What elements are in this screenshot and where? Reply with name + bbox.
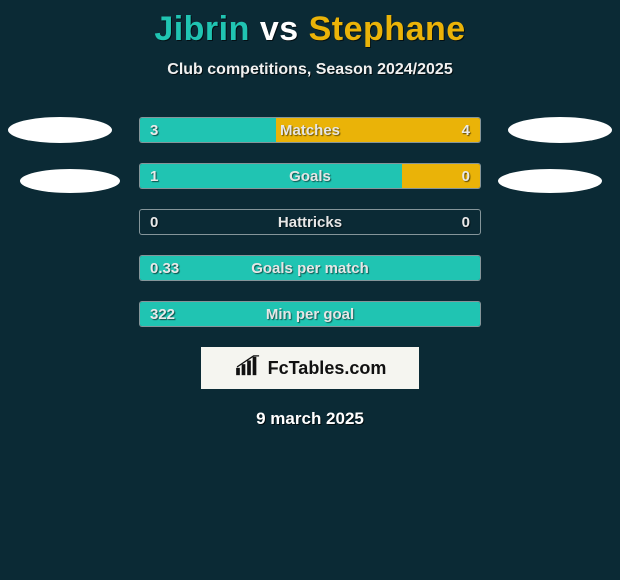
date-text: 9 march 2025 [0,409,620,429]
stat-value-right: 4 [462,118,470,142]
stat-row-goals: 1 Goals 0 [139,163,481,189]
brand-chart-icon [234,355,264,382]
stat-value-right: 0 [462,210,470,234]
stat-label: Hattricks [140,210,480,234]
title-vs: vs [260,10,299,48]
stat-row-hattricks: 0 Hattricks 0 [139,209,481,235]
avatar-placeholder-right-1 [508,117,612,143]
title-player1: Jibrin [154,10,250,48]
stat-label: Min per goal [140,302,480,326]
page-title: Jibrin vs Stephane [0,0,620,49]
brand-text: FcTables.com [268,358,387,379]
stat-label: Goals [140,164,480,188]
stat-row-min-per-goal: 322 Min per goal [139,301,481,327]
subtitle: Club competitions, Season 2024/2025 [0,61,620,79]
avatar-placeholder-left-2 [20,169,120,193]
avatar-placeholder-right-2 [498,169,602,193]
stat-label: Matches [140,118,480,142]
avatar-placeholder-left-1 [8,117,112,143]
stat-row-goals-per-match: 0.33 Goals per match [139,255,481,281]
stat-label: Goals per match [140,256,480,280]
chart-area: 3 Matches 4 1 Goals 0 0 Hattricks 0 0.33… [0,117,620,389]
title-player2: Stephane [309,10,466,48]
stat-value-right: 0 [462,164,470,188]
stat-row-matches: 3 Matches 4 [139,117,481,143]
brand-badge: FcTables.com [201,347,419,389]
page-root: Jibrin vs Stephane Club competitions, Se… [0,0,620,580]
